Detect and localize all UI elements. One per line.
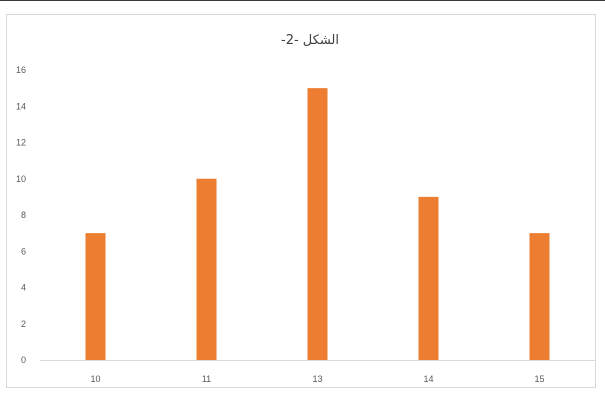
y-axis-ticks: 0 2 4 6 8 10 12 14 16 [16, 65, 26, 365]
bar-13 [307, 88, 328, 360]
y-tick-label: 8 [21, 210, 26, 220]
y-tick-label: 4 [21, 283, 26, 293]
chart-title: الشكل -2- [281, 33, 339, 48]
y-tick-label: 10 [16, 174, 26, 184]
y-tick-label: 16 [16, 65, 26, 75]
y-tick-label: 12 [16, 138, 26, 148]
bar-10 [85, 233, 106, 360]
top-border [0, 0, 605, 1]
x-tick-label: 15 [534, 374, 544, 384]
x-tick-label: 13 [312, 374, 322, 384]
x-tick-label: 14 [423, 374, 433, 384]
y-tick-label: 0 [21, 355, 26, 365]
bars [85, 88, 550, 360]
x-tick-label: 10 [90, 374, 100, 384]
bar-14 [418, 196, 439, 360]
y-tick-label: 2 [21, 319, 26, 329]
y-tick-label: 6 [21, 246, 26, 256]
x-axis-ticks: 10 11 13 14 15 [90, 374, 544, 384]
x-tick-label: 11 [202, 374, 211, 384]
y-tick-label: 14 [16, 101, 26, 111]
bar-11 [196, 178, 217, 360]
bar-15 [529, 233, 550, 360]
